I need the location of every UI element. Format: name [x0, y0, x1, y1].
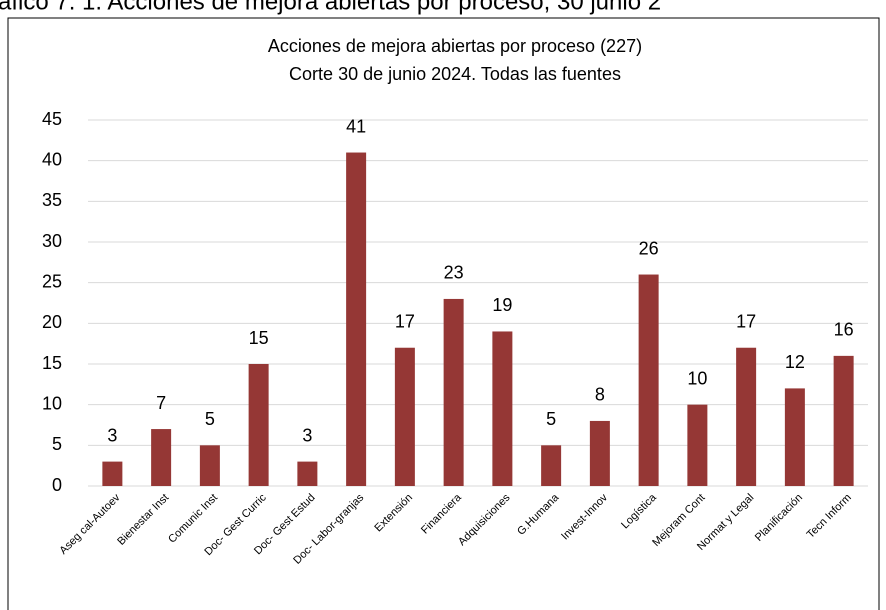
- bar: [394, 347, 415, 486]
- bar: [248, 364, 269, 486]
- data-label: 7: [156, 393, 166, 413]
- data-label: 3: [107, 425, 117, 445]
- data-label: 41: [346, 116, 366, 136]
- bar: [638, 274, 659, 486]
- bar: [346, 152, 367, 487]
- bar: [833, 355, 854, 486]
- y-tick-label: 40: [42, 149, 62, 169]
- bar: [102, 461, 123, 486]
- y-tick-label: 45: [42, 109, 62, 129]
- data-label: 12: [785, 352, 805, 372]
- y-tick-label: 15: [42, 353, 62, 373]
- data-label: 17: [736, 311, 756, 331]
- y-tick-label: 5: [52, 434, 62, 454]
- bar: [687, 404, 708, 486]
- chart-title: Acciones de mejora abiertas por proceso …: [268, 36, 642, 56]
- bar: [784, 388, 805, 486]
- bar: [492, 331, 513, 486]
- bar: [297, 461, 318, 486]
- data-label: 15: [249, 328, 269, 348]
- data-label: 26: [639, 238, 659, 258]
- data-label: 23: [444, 263, 464, 283]
- data-label: 19: [492, 295, 512, 315]
- bar: [199, 445, 220, 486]
- y-tick-label: 25: [42, 271, 62, 291]
- bar: [589, 420, 610, 486]
- data-label: 17: [395, 311, 415, 331]
- y-tick-label: 20: [42, 312, 62, 332]
- data-label: 16: [834, 320, 854, 340]
- data-label: 8: [595, 385, 605, 405]
- data-label: 10: [687, 368, 707, 388]
- bar: [151, 429, 172, 486]
- y-tick-label: 10: [42, 393, 62, 413]
- y-tick-label: 30: [42, 231, 62, 251]
- data-label: 5: [205, 409, 215, 429]
- bar: [443, 298, 464, 486]
- bar: [736, 347, 757, 486]
- y-tick-label: 0: [52, 475, 62, 495]
- chart-border: [7, 17, 880, 610]
- y-tick-label: 35: [42, 190, 62, 210]
- chart-subtitle: Corte 30 de junio 2024. Todas las fuente…: [289, 64, 621, 84]
- bar: [541, 445, 562, 486]
- data-label: 3: [302, 425, 312, 445]
- data-label: 5: [546, 409, 556, 429]
- page-heading: áfico 7. 1. Acciones de mejora abiertas …: [0, 0, 661, 15]
